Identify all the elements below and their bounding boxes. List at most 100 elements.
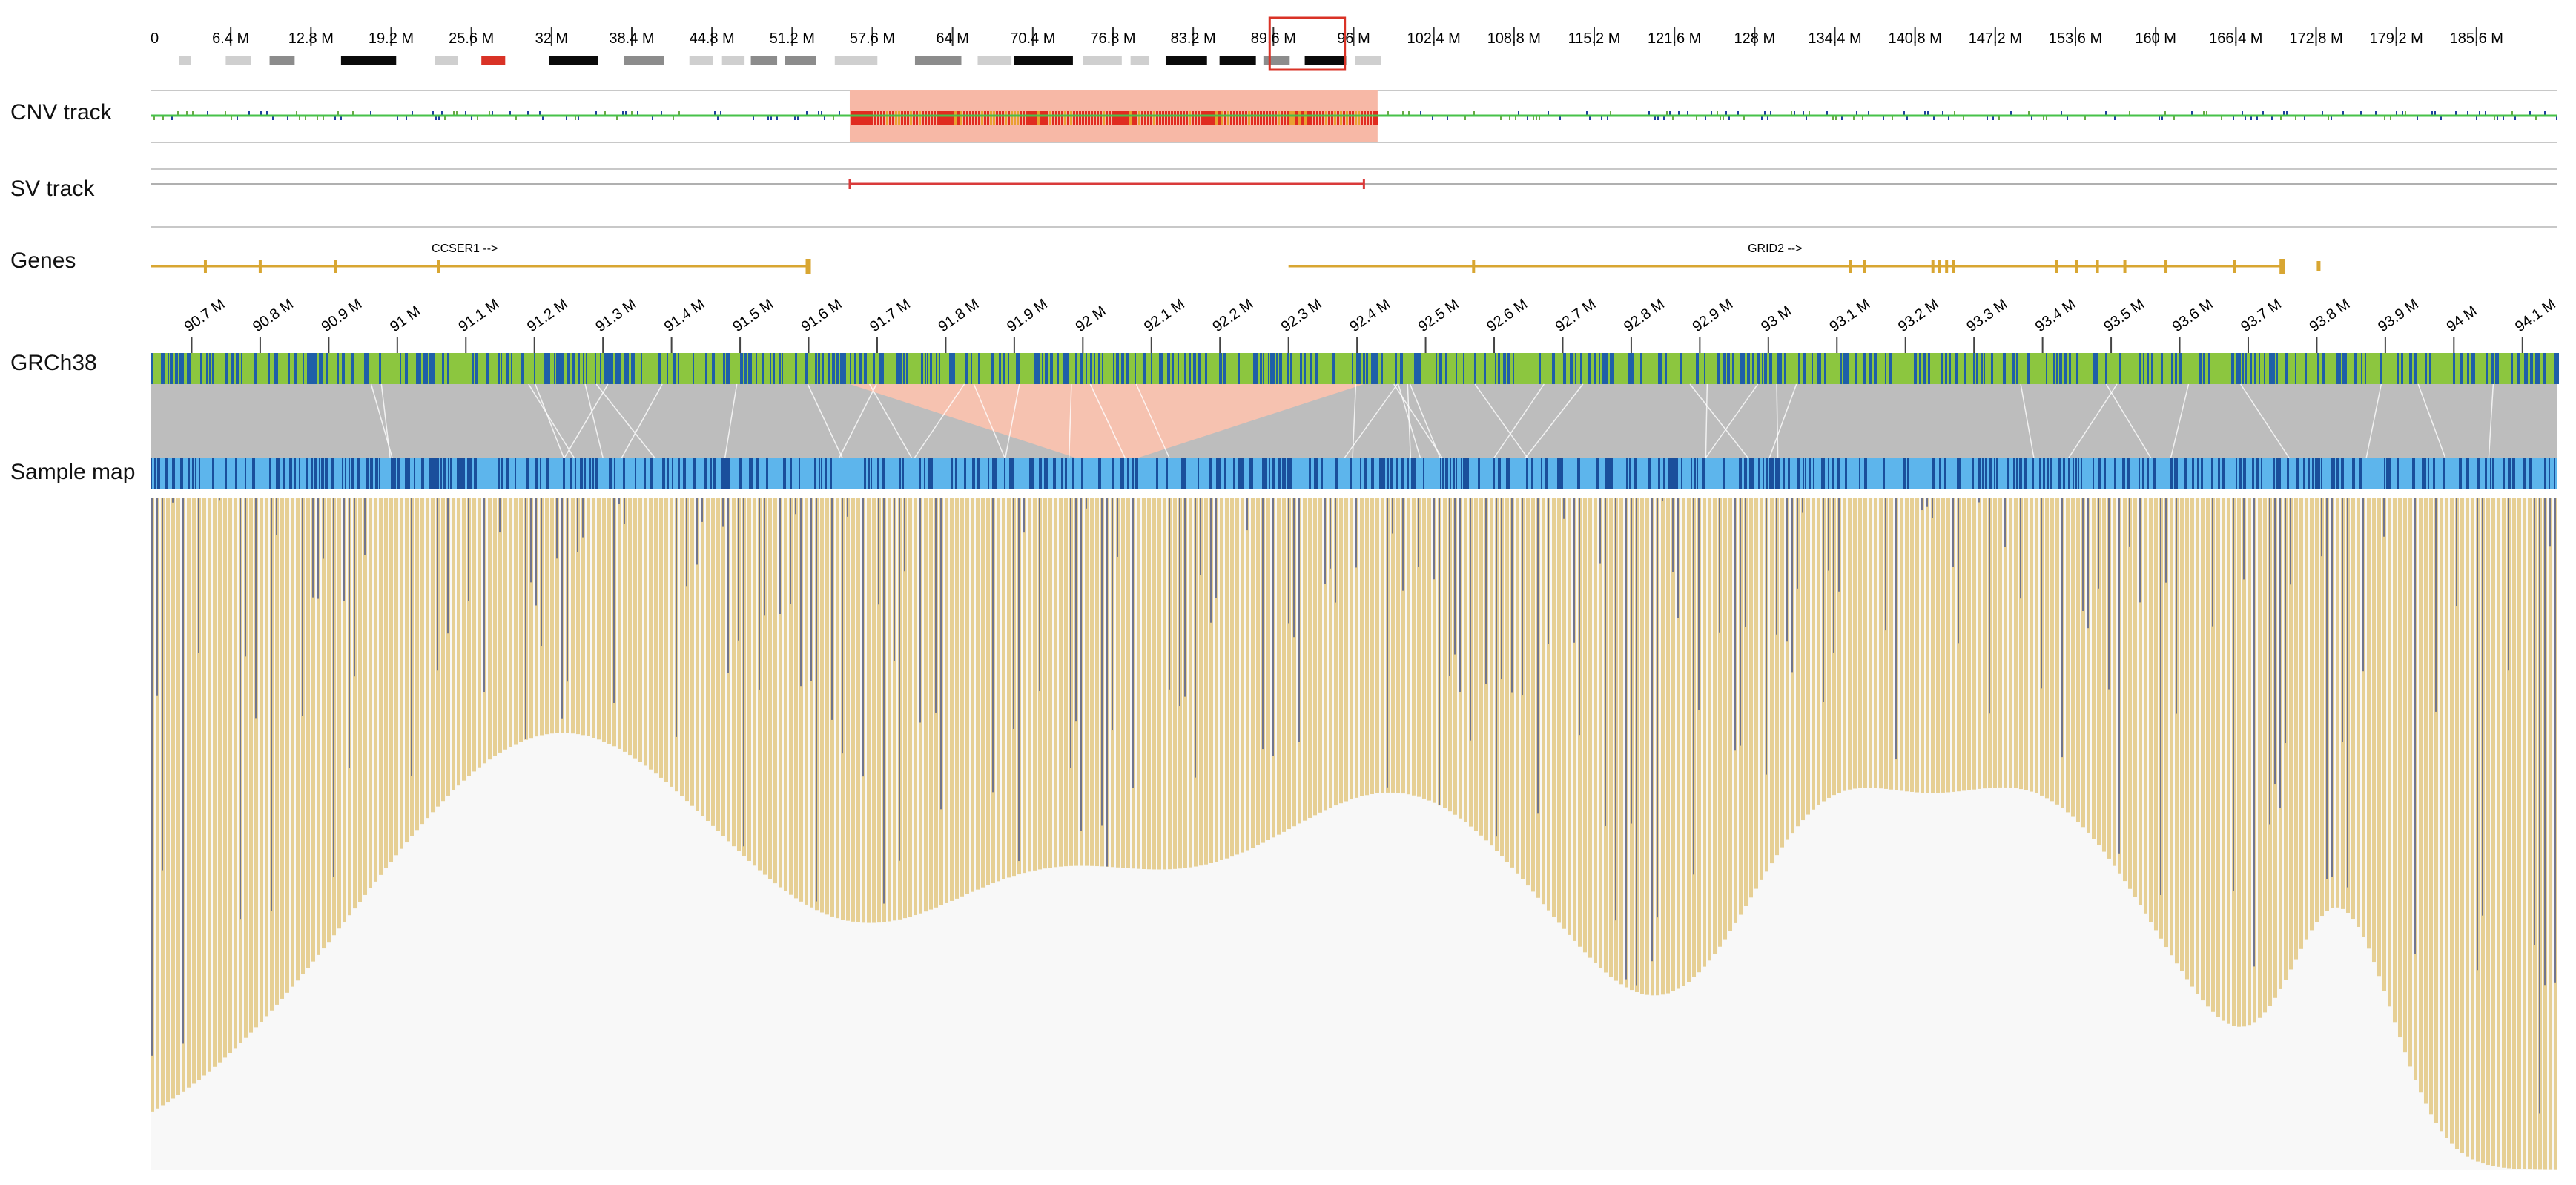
read-column-marks bbox=[2118, 498, 2120, 854]
read-column bbox=[374, 498, 377, 882]
sample-label-site bbox=[2312, 458, 2314, 489]
cnv-signal-mark bbox=[1764, 111, 1766, 115]
sample-label-site bbox=[2336, 458, 2339, 489]
reference-label-site bbox=[2401, 353, 2403, 384]
cnv-signal-mark bbox=[207, 111, 208, 115]
cnv-signal-mark bbox=[2360, 111, 2362, 115]
cnv-signal-mark bbox=[296, 111, 297, 115]
sv-track[interactable] bbox=[151, 168, 2557, 228]
sample-label-site bbox=[1249, 458, 1252, 489]
sample-label-site bbox=[1039, 458, 1042, 489]
reference-label-site bbox=[658, 353, 661, 384]
sample-map-bar[interactable] bbox=[151, 458, 2557, 489]
read-column-marks bbox=[1392, 498, 1393, 534]
cnv-signal-mark bbox=[337, 111, 339, 115]
reference-label-site bbox=[170, 353, 173, 384]
read-column bbox=[950, 498, 954, 901]
cnv-signal-mark bbox=[631, 111, 633, 115]
cnv-deletion-mark bbox=[1082, 111, 1084, 125]
read-column bbox=[2310, 498, 2314, 931]
cnv-deletion-mark bbox=[1085, 111, 1087, 125]
read-column bbox=[2486, 498, 2490, 1166]
sample-label-site bbox=[212, 458, 214, 489]
read-column bbox=[1677, 498, 1680, 989]
reference-label-site bbox=[1955, 353, 1958, 384]
read-column bbox=[1941, 498, 1945, 793]
read-column-marks bbox=[2414, 498, 2416, 954]
read-column bbox=[1531, 498, 1535, 892]
cnv-deletion-mark bbox=[904, 111, 906, 125]
read-column-marks bbox=[1086, 498, 1087, 509]
sample-label-site bbox=[366, 458, 369, 489]
sample-label-site bbox=[1216, 458, 1218, 489]
sample-label-site bbox=[1506, 458, 1509, 489]
reference-label-site bbox=[999, 353, 1001, 384]
sample-label-site bbox=[1382, 458, 1385, 489]
read-column bbox=[633, 498, 637, 759]
read-column-marks bbox=[2061, 498, 2063, 758]
reference-label-site bbox=[641, 353, 642, 384]
gene-ccser1[interactable]: CCSER1 --> bbox=[151, 242, 811, 274]
reference-label-site bbox=[1113, 353, 1114, 384]
reference-tick-label: 92.4 M bbox=[1347, 296, 1393, 335]
reads-pileup[interactable] bbox=[151, 498, 2557, 1170]
read-column bbox=[1703, 498, 1706, 967]
cnv-deletion-mark bbox=[910, 111, 912, 125]
cnv-deletion-mark bbox=[996, 111, 998, 125]
cnv-signal-mark bbox=[2535, 116, 2537, 120]
read-column-marks bbox=[1293, 498, 1295, 638]
read-column-marks bbox=[1978, 498, 1980, 503]
sample-label-site bbox=[2252, 458, 2254, 489]
reference-label-site bbox=[726, 353, 729, 384]
grch38-reference-bar[interactable] bbox=[151, 353, 2559, 384]
sample-label-site bbox=[434, 458, 437, 489]
reference-label-site bbox=[2425, 353, 2427, 384]
current-viewport-box[interactable] bbox=[1268, 16, 1347, 71]
cnv-deletion-mark bbox=[919, 111, 921, 125]
read-column-marks bbox=[2456, 498, 2457, 607]
cnv-deletion-mark bbox=[1295, 111, 1298, 125]
gene-grid2[interactable]: GRID2 --> bbox=[1288, 242, 2285, 274]
cnv-signal-mark bbox=[1883, 116, 1884, 120]
read-column bbox=[659, 498, 663, 778]
cnv-signal-mark bbox=[1515, 116, 1516, 120]
sv-deletion-call[interactable] bbox=[848, 179, 1365, 189]
cnv-track[interactable] bbox=[151, 90, 2557, 143]
reference-tick-label: 92.7 M bbox=[1553, 296, 1599, 335]
sample-label-site bbox=[2523, 458, 2526, 489]
read-column bbox=[1163, 498, 1166, 870]
alignment-line bbox=[1705, 383, 1708, 459]
read-column-marks bbox=[1958, 498, 1959, 644]
read-column bbox=[955, 498, 959, 899]
chromosome-tick-label: 44.8 M bbox=[690, 30, 735, 47]
genes-track[interactable]: CCSER1 --> GRID2 --> bbox=[151, 242, 2321, 274]
read-column bbox=[2336, 498, 2339, 908]
read-column-marks bbox=[764, 498, 765, 616]
cnv-signal-mark bbox=[456, 111, 458, 115]
read-column-marks bbox=[1496, 498, 1497, 837]
read-column bbox=[1157, 498, 1161, 870]
sample-label-site bbox=[882, 458, 885, 489]
read-column bbox=[1921, 498, 1924, 793]
sample-label-site bbox=[1445, 458, 1448, 489]
reference-label-site bbox=[678, 353, 679, 384]
cnv-deletion-mark bbox=[1076, 111, 1078, 125]
read-column bbox=[1505, 498, 1509, 862]
cnv-deletion-mark bbox=[895, 111, 897, 125]
cnv-signal-mark bbox=[2164, 111, 2166, 115]
reference-label-site bbox=[2491, 353, 2494, 384]
cnv-signal-mark bbox=[2159, 116, 2160, 120]
read-column bbox=[2523, 498, 2526, 1169]
cnv-signal-mark bbox=[1539, 116, 1540, 120]
sample-label-site bbox=[1251, 458, 1253, 489]
sample-label-site bbox=[467, 458, 469, 489]
read-column bbox=[2372, 498, 2376, 963]
cnv-signal-mark bbox=[305, 116, 306, 120]
sample-label-site bbox=[1290, 458, 1292, 489]
sample-label-site bbox=[1379, 458, 1382, 489]
cnv-signal-mark bbox=[1963, 116, 1964, 120]
read-column bbox=[228, 498, 232, 1053]
read-column bbox=[1915, 498, 1919, 793]
cnv-deletion-mark bbox=[954, 111, 957, 125]
chromosome-ruler[interactable]: 0 6.4 M 12.8 M 19.2 M 25.6 M 32 M 38.4 M 44.8 … bbox=[151, 16, 2503, 71]
